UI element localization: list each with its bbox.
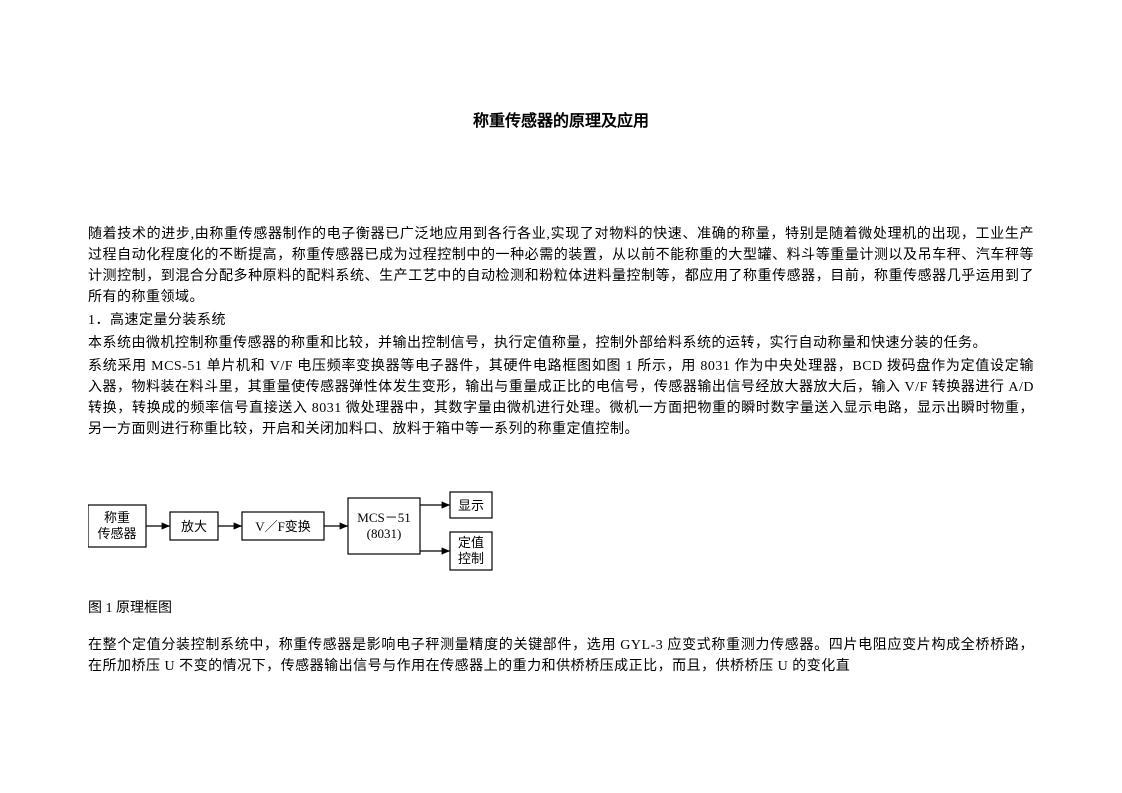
svg-text:定值: 定值 bbox=[458, 535, 484, 550]
section-1-header: 1．高速定量分装系统 bbox=[88, 310, 1034, 331]
figure-1-caption: 图 1 原理框图 bbox=[88, 598, 1034, 619]
svg-text:MCS－51: MCS－51 bbox=[357, 510, 410, 525]
svg-text:放大: 放大 bbox=[181, 519, 207, 534]
section-1-para-1: 本系统由微机控制称重传感器的称重和比较，并输出控制信号，执行定值称量，控制外部给… bbox=[88, 333, 1034, 354]
svg-text:(8031): (8031) bbox=[367, 526, 402, 541]
svg-text:V／F变换: V／F变换 bbox=[255, 519, 311, 534]
page-title: 称重传感器的原理及应用 bbox=[88, 110, 1034, 134]
section-1-para-2: 系统采用 MCS-51 单片机和 V/F 电压频率变换器等电子器件，其硬件电路框… bbox=[88, 356, 1034, 440]
svg-text:控制: 控制 bbox=[458, 551, 484, 566]
flowchart-svg: 称重传感器 放大 V／F变换 MCS－51(8031) 显示定值控制 bbox=[88, 470, 508, 580]
svg-text:称重: 称重 bbox=[104, 510, 130, 525]
svg-text:传感器: 传感器 bbox=[97, 526, 136, 541]
figure-1-diagram: 称重传感器 放大 V／F变换 MCS－51(8031) 显示定值控制 bbox=[88, 470, 1034, 580]
section-1-para-3: 在整个定值分装控制系统中，称重传感器是影响电子秤测量精度的关键部件，选用 GYL… bbox=[88, 635, 1034, 677]
svg-text:显示: 显示 bbox=[458, 498, 484, 513]
intro-paragraph: 随着技术的进步,由称重传感器制作的电子衡器已广泛地应用到各行各业,实现了对物料的… bbox=[88, 224, 1034, 308]
